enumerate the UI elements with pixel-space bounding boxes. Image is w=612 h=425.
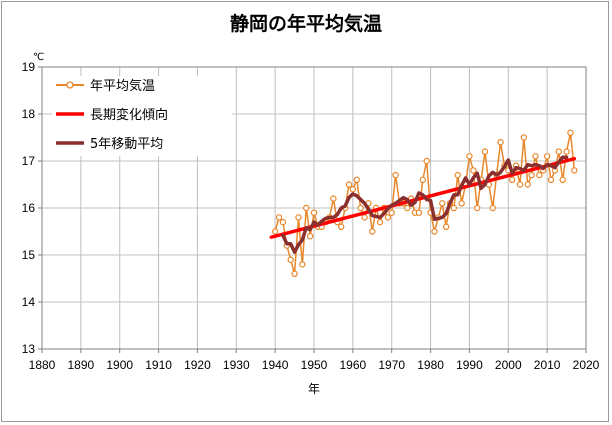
legend-item-moving-avg: 5年移動平均 bbox=[56, 137, 163, 152]
data-point-annual bbox=[349, 185, 357, 193]
legend-item-annual: 年平均気温 bbox=[56, 78, 155, 94]
data-point-annual bbox=[567, 129, 574, 136]
data-point-annual bbox=[369, 228, 376, 235]
data-point-annual bbox=[528, 171, 535, 179]
y-tick-label: 19 bbox=[22, 60, 36, 74]
data-point-annual bbox=[559, 176, 566, 183]
x-tick-label: 1950 bbox=[301, 358, 328, 372]
data-point-annual bbox=[555, 148, 563, 155]
data-point-annual bbox=[345, 181, 353, 188]
data-point-annual bbox=[357, 204, 364, 212]
data-point-annual bbox=[295, 214, 302, 221]
x-tick-label: 1920 bbox=[184, 358, 211, 372]
x-tick-label: 1930 bbox=[223, 358, 250, 372]
data-point-annual bbox=[516, 181, 524, 188]
y-unit-label: ℃ bbox=[33, 52, 44, 63]
data-point-annual bbox=[431, 228, 438, 235]
x-tick-label: 1960 bbox=[340, 358, 367, 372]
data-point-annual bbox=[450, 204, 458, 212]
data-point-annual bbox=[279, 218, 287, 226]
data-point-annual bbox=[458, 200, 465, 207]
legend: 年平均気温 長期変化傾向 5年移動平均 bbox=[52, 76, 232, 156]
x-tick-label: 1890 bbox=[68, 358, 95, 372]
data-point-annual bbox=[303, 204, 310, 212]
y-tick-label: 16 bbox=[22, 201, 36, 215]
data-point-annual bbox=[547, 176, 555, 183]
series-line-annual bbox=[274, 132, 576, 275]
legend-marker-annual bbox=[66, 81, 74, 89]
legend-item-trend: 長期変化傾向 bbox=[56, 107, 168, 123]
data-point-annual bbox=[423, 157, 430, 165]
x-tick-label: 1990 bbox=[456, 358, 483, 372]
data-point-annual bbox=[376, 218, 384, 226]
data-point-annual bbox=[563, 148, 570, 155]
data-point-annual bbox=[353, 176, 360, 183]
x-tick-label: 1970 bbox=[378, 358, 405, 372]
x-tick-label: 1880 bbox=[29, 358, 56, 372]
data-point-annual bbox=[543, 153, 551, 160]
x-tick-label: 2020 bbox=[573, 358, 600, 372]
x-tick-label: 1900 bbox=[106, 358, 133, 372]
data-point-annual bbox=[338, 223, 345, 230]
data-point-annual bbox=[439, 200, 446, 207]
data-point-annual bbox=[404, 204, 411, 212]
data-point-annual bbox=[470, 167, 477, 174]
data-point-annual bbox=[306, 232, 314, 240]
data-point-annual bbox=[310, 209, 318, 216]
data-point-annual bbox=[466, 153, 473, 160]
data-point-annual bbox=[508, 176, 516, 183]
data-point-annual bbox=[287, 256, 294, 263]
series-line-moving-avg bbox=[281, 155, 569, 254]
legend-label-annual: 年平均気温 bbox=[90, 78, 155, 94]
data-point-annual bbox=[571, 167, 578, 174]
x-tick-label: 1910 bbox=[145, 358, 172, 372]
x-tick-labels: 1880 1890 1900 1910 1920 1930 1940 1950 1960 1970… bbox=[29, 358, 600, 372]
data-point-annual bbox=[275, 214, 283, 221]
data-point-annual bbox=[489, 204, 496, 212]
x-tick-label: 2010 bbox=[534, 358, 561, 372]
data-point-annual bbox=[330, 195, 337, 202]
data-point-annual bbox=[392, 171, 399, 179]
data-point-annual bbox=[415, 209, 423, 216]
x-tick-label: 1980 bbox=[417, 358, 444, 372]
data-point-annual bbox=[532, 153, 539, 160]
data-point-annual bbox=[299, 261, 306, 268]
data-point-annual bbox=[520, 134, 528, 141]
data-point-annual bbox=[291, 270, 298, 277]
y-tick-label: 17 bbox=[22, 154, 36, 168]
y-tick-labels: 13 14 15 16 17 18 19 bbox=[22, 60, 36, 356]
y-tick-label: 14 bbox=[22, 295, 36, 309]
data-point-annual bbox=[454, 171, 461, 179]
plot-area-border bbox=[41, 66, 587, 350]
chart-title: 静岡の年平均気温 bbox=[230, 12, 382, 35]
data-point-annual bbox=[474, 204, 481, 212]
data-point-annual bbox=[536, 171, 543, 179]
y-tick-label: 18 bbox=[22, 107, 36, 121]
series-layer bbox=[269, 129, 578, 277]
data-point-annual bbox=[271, 228, 279, 235]
legend-label-trend: 長期変化傾向 bbox=[90, 107, 168, 123]
y-tick-label: 15 bbox=[22, 248, 36, 262]
data-point-annual bbox=[388, 209, 395, 216]
legend-label-moving-avg: 5年移動平均 bbox=[90, 137, 163, 152]
data-point-annual bbox=[361, 214, 368, 221]
y-tick-label: 13 bbox=[22, 342, 36, 356]
axes bbox=[38, 66, 587, 353]
data-point-annual bbox=[481, 148, 489, 155]
data-point-annual bbox=[419, 176, 426, 183]
x-tick-label: 2000 bbox=[495, 358, 522, 372]
data-point-annual bbox=[384, 214, 392, 221]
data-point-annual bbox=[497, 138, 504, 146]
data-point-annual bbox=[524, 181, 531, 188]
x-tick-label: 1940 bbox=[262, 358, 289, 372]
data-point-annual bbox=[442, 223, 450, 230]
x-axis-label: 年 bbox=[308, 382, 320, 396]
